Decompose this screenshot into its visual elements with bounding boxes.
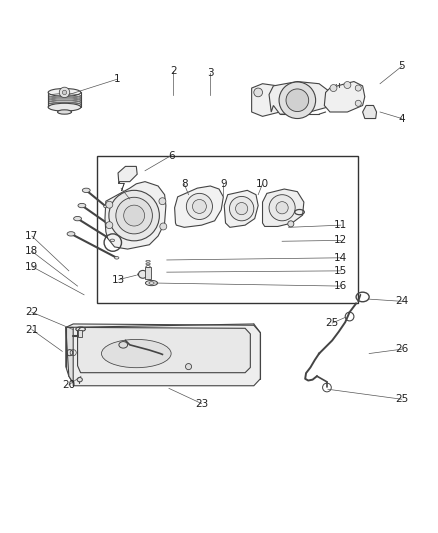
- Ellipse shape: [77, 377, 82, 382]
- Polygon shape: [175, 186, 223, 228]
- Text: 1: 1: [113, 75, 120, 84]
- Ellipse shape: [106, 223, 110, 225]
- Text: 26: 26: [395, 344, 408, 354]
- Polygon shape: [105, 182, 166, 249]
- Text: 6: 6: [168, 150, 174, 160]
- Circle shape: [116, 197, 152, 234]
- Polygon shape: [252, 84, 280, 116]
- Circle shape: [276, 201, 288, 214]
- Polygon shape: [66, 324, 260, 386]
- Circle shape: [344, 82, 351, 88]
- Circle shape: [62, 90, 67, 94]
- Ellipse shape: [67, 232, 75, 236]
- Text: 9: 9: [220, 179, 226, 189]
- Ellipse shape: [115, 256, 119, 259]
- Ellipse shape: [138, 270, 147, 278]
- Polygon shape: [66, 327, 73, 383]
- Circle shape: [355, 85, 361, 91]
- Circle shape: [124, 205, 145, 226]
- Polygon shape: [224, 190, 258, 228]
- Circle shape: [230, 197, 254, 221]
- Ellipse shape: [82, 188, 90, 192]
- Ellipse shape: [48, 88, 81, 96]
- Ellipse shape: [119, 342, 127, 348]
- Bar: [145, 266, 151, 279]
- Polygon shape: [324, 82, 365, 112]
- Ellipse shape: [110, 239, 115, 241]
- Polygon shape: [363, 106, 377, 118]
- Circle shape: [355, 100, 361, 107]
- Circle shape: [254, 88, 262, 97]
- Polygon shape: [78, 327, 251, 373]
- Circle shape: [159, 198, 166, 205]
- Circle shape: [160, 223, 167, 230]
- Text: 22: 22: [25, 307, 39, 317]
- Text: 7: 7: [118, 183, 124, 193]
- Text: 10: 10: [256, 179, 269, 189]
- Text: 15: 15: [334, 266, 347, 276]
- Text: 8: 8: [181, 179, 187, 189]
- Polygon shape: [269, 82, 328, 114]
- Circle shape: [106, 222, 113, 229]
- Text: 21: 21: [25, 325, 39, 335]
- Text: 23: 23: [195, 399, 208, 409]
- Circle shape: [186, 193, 212, 220]
- Text: 5: 5: [399, 61, 405, 71]
- Ellipse shape: [57, 110, 71, 114]
- Polygon shape: [262, 189, 304, 227]
- Text: 3: 3: [207, 68, 214, 78]
- Text: 4: 4: [399, 114, 405, 124]
- Circle shape: [286, 89, 309, 111]
- Ellipse shape: [102, 340, 171, 368]
- Circle shape: [269, 195, 295, 221]
- Ellipse shape: [48, 103, 81, 111]
- Circle shape: [106, 201, 113, 208]
- Circle shape: [59, 87, 70, 98]
- Text: 14: 14: [334, 253, 347, 263]
- Text: 24: 24: [395, 296, 408, 306]
- Circle shape: [236, 203, 248, 215]
- Bar: [78, 329, 82, 337]
- Text: 20: 20: [62, 380, 75, 390]
- Text: 25: 25: [395, 394, 408, 404]
- Circle shape: [288, 221, 294, 227]
- Text: 17: 17: [25, 231, 39, 241]
- Ellipse shape: [78, 204, 86, 208]
- Circle shape: [279, 82, 316, 118]
- Ellipse shape: [145, 280, 158, 286]
- Text: 25: 25: [325, 318, 339, 328]
- Text: 16: 16: [334, 281, 347, 291]
- Bar: [97, 156, 358, 303]
- Polygon shape: [118, 166, 137, 184]
- Text: 2: 2: [170, 66, 177, 76]
- Circle shape: [109, 190, 159, 241]
- Text: 18: 18: [25, 246, 39, 256]
- Circle shape: [330, 85, 337, 92]
- Text: 19: 19: [25, 262, 39, 271]
- Ellipse shape: [74, 216, 81, 221]
- Ellipse shape: [104, 205, 108, 208]
- Text: 13: 13: [112, 274, 126, 285]
- Text: 11: 11: [334, 220, 347, 230]
- Text: 12: 12: [334, 236, 347, 245]
- Circle shape: [192, 199, 206, 213]
- Circle shape: [185, 364, 191, 370]
